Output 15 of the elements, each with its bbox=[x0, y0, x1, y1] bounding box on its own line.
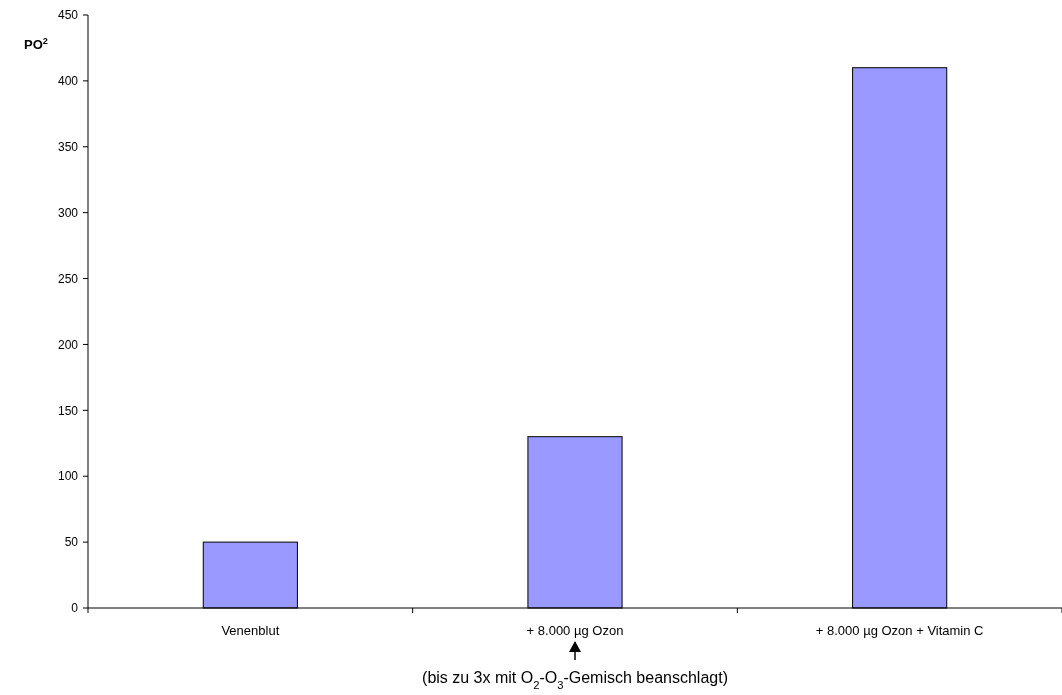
x-tick-label: + 8.000 µg Ozon bbox=[526, 623, 624, 638]
y-tick-label: 0 bbox=[71, 601, 79, 616]
annotation: (bis zu 3x mit O$_{2}$-O$_{3}$-Gemisch beanschlagt) bbox=[422, 669, 728, 691]
y-tick-label: 350 bbox=[57, 139, 79, 154]
y-tick-label: 100 bbox=[57, 469, 79, 484]
y-tick-label: 200 bbox=[57, 337, 79, 352]
y-tick-label: 50 bbox=[64, 535, 79, 550]
y-tick-label: 150 bbox=[57, 403, 79, 418]
y-tick-label: 400 bbox=[57, 74, 79, 89]
y-tick-label: 250 bbox=[57, 271, 79, 286]
y-tick-label: 450 bbox=[57, 8, 79, 23]
x-tick-label: + 8.000 µg Ozon + Vitamin C bbox=[815, 623, 984, 638]
y-axis-title: PO$^{2}$ bbox=[24, 36, 48, 52]
y-tick-label: 300 bbox=[57, 205, 79, 220]
x-tick-label: Venenblut bbox=[221, 623, 280, 638]
